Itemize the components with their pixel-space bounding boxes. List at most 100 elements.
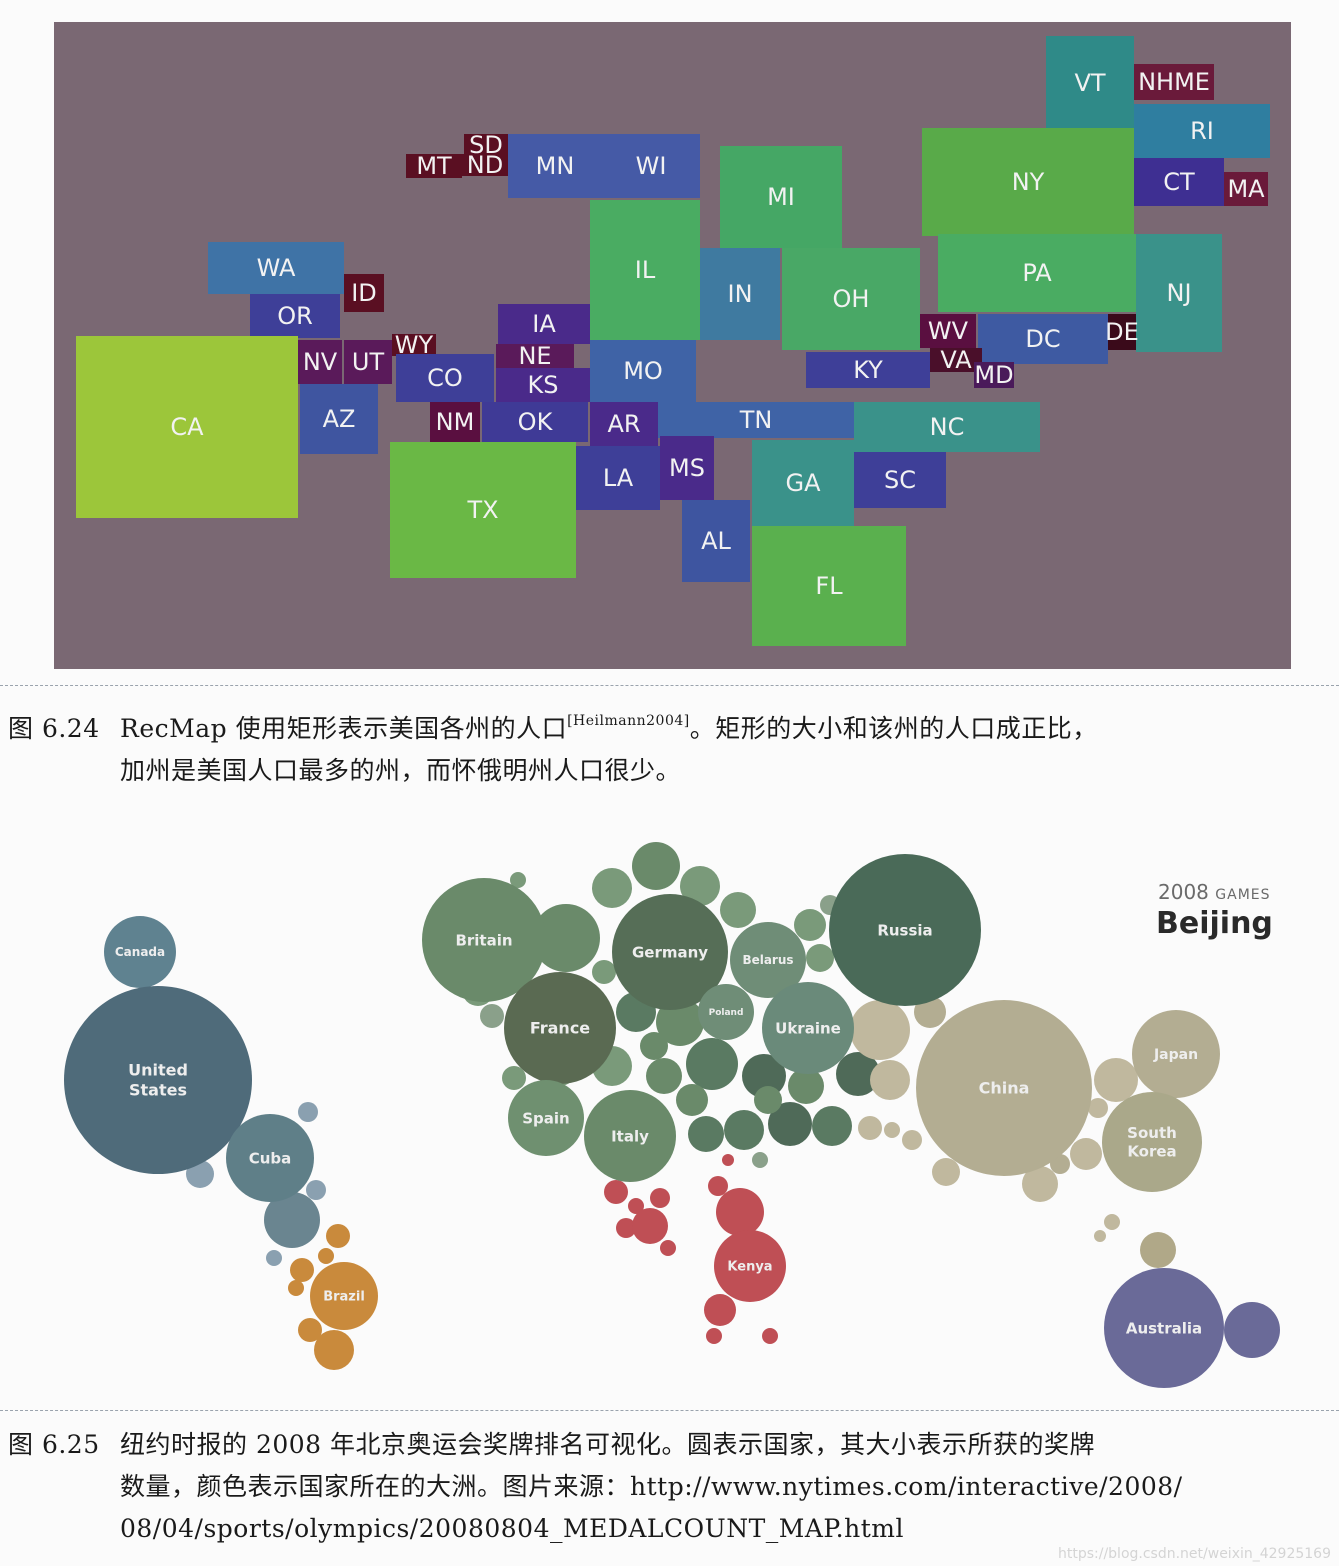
country-bubble	[932, 1158, 960, 1186]
country-bubble	[1094, 1230, 1106, 1242]
state-ma: MA	[1224, 172, 1268, 206]
bubble-italy	[584, 1090, 676, 1182]
divider	[0, 1410, 1339, 1411]
state-wv: WV	[920, 314, 976, 348]
games-heading: 2008 GAMES	[1158, 880, 1271, 904]
label-ukraine: Ukraine	[775, 1019, 841, 1037]
state-wi: WI	[602, 134, 700, 198]
medal-bubble-map: Canada United States Cuba Brazil Britain Germa…	[0, 835, 1339, 1395]
bubble-united-states	[64, 986, 252, 1174]
country-bubble	[290, 1258, 314, 1282]
label-poland: Poland	[709, 1008, 744, 1018]
country-bubble	[1140, 1232, 1176, 1268]
country-bubble	[788, 1068, 824, 1104]
label-cuba: Cuba	[249, 1149, 292, 1167]
country-bubble	[768, 1102, 812, 1146]
label-south-korea: Korea	[1127, 1143, 1176, 1161]
label-south-korea: South	[1127, 1124, 1177, 1142]
country-bubble	[656, 998, 704, 1046]
country-bubble	[1088, 1098, 1108, 1118]
state-il: IL	[590, 200, 700, 340]
state-la: LA	[576, 446, 660, 510]
state-mi: MI	[720, 146, 842, 248]
country-bubble	[616, 1218, 636, 1238]
label-united-states: States	[129, 1081, 187, 1100]
country-bubble	[884, 1122, 900, 1138]
caption-text: 加州是美国人口最多的州，而怀俄明州人口很少。	[120, 756, 682, 785]
country-bubble	[902, 1130, 922, 1150]
state-mt: MT	[406, 152, 462, 180]
state-dc: DC	[978, 314, 1108, 364]
country-bubble	[850, 1000, 910, 1060]
state-or: OR	[250, 294, 340, 338]
country-bubble	[1104, 1214, 1120, 1230]
country-bubble	[704, 1294, 736, 1326]
country-bubble	[532, 904, 600, 972]
caption-text: 。矩形的大小和该州的人口成正比，	[689, 714, 1098, 743]
state-nv: NV	[298, 340, 342, 384]
country-bubble	[298, 1102, 318, 1122]
country-bubble	[326, 1224, 350, 1248]
country-bubble	[318, 1248, 334, 1264]
country-bubble	[812, 1106, 852, 1146]
country-bubble	[858, 1116, 882, 1140]
bubble-brazil	[310, 1262, 378, 1330]
games-label: GAMES	[1215, 887, 1271, 903]
label-united-states: United	[128, 1061, 188, 1080]
label-kenya: Kenya	[727, 1260, 772, 1275]
state-ia: IA	[498, 304, 590, 344]
bubble-cuba	[226, 1114, 314, 1202]
bubble-south-korea	[1102, 1092, 1202, 1192]
bubble-ukraine	[762, 982, 854, 1074]
country-bubble	[724, 1110, 764, 1150]
bubble-france	[504, 972, 616, 1084]
label-japan: Japan	[1153, 1047, 1198, 1063]
country-bubble	[510, 872, 526, 888]
country-bubble	[592, 960, 616, 984]
state-wa: WA	[208, 242, 344, 294]
country-bubble	[716, 1188, 764, 1236]
bubble-canada	[104, 916, 176, 988]
country-bubble	[1094, 1058, 1138, 1102]
state-co: CO	[396, 354, 494, 402]
bubble-russia	[829, 854, 981, 1006]
state-nhme: NHME	[1134, 64, 1214, 100]
country-bubble	[264, 1192, 320, 1248]
label-britain: Britain	[455, 931, 512, 949]
country-bubble	[754, 1086, 782, 1114]
country-bubble	[298, 1318, 322, 1342]
state-nd: ND	[462, 151, 508, 179]
label-italy: Italy	[611, 1127, 649, 1145]
games-year: 2008	[1158, 880, 1209, 904]
state-vt: VT	[1046, 36, 1134, 130]
state-nc: NC	[854, 402, 1040, 452]
country-bubble	[762, 1328, 778, 1344]
state-al: AL	[682, 500, 750, 582]
country-bubble	[646, 1058, 682, 1094]
state-ny: NY	[922, 128, 1134, 236]
caption-6-24: 图 6.24 RecMap 使用矩形表示美国各州的人口[Heilmann2004]…	[8, 700, 1333, 792]
state-ut: UT	[344, 340, 392, 384]
state-tx: TX	[390, 442, 576, 578]
state-oh: OH	[782, 248, 920, 350]
state-ca: CA	[76, 336, 298, 518]
state-az: AZ	[300, 384, 378, 454]
caption-text: 数量，颜色表示国家所在的大洲。图片来源：http://www.nytimes.c…	[120, 1472, 1183, 1501]
label-canada: Canada	[115, 945, 165, 959]
state-ok: OK	[482, 402, 588, 442]
bubble-poland	[698, 984, 754, 1040]
country-bubble	[306, 1180, 326, 1200]
country-bubble	[650, 1188, 670, 1208]
state-va: VA	[930, 346, 982, 374]
country-bubble	[592, 868, 632, 908]
country-bubble	[836, 1052, 880, 1096]
state-mo: MO	[590, 340, 696, 402]
label-brazil: Brazil	[323, 1290, 365, 1305]
citation: [Heilmann2004]	[567, 713, 690, 729]
caption-text: RecMap 使用矩形表示美国各州的人口	[120, 714, 568, 743]
state-ar: AR	[590, 402, 658, 446]
bubble-britain	[422, 878, 546, 1002]
state-ne: NE	[496, 342, 574, 370]
label-belarus: Belarus	[742, 953, 793, 967]
label-australia: Australia	[1126, 1319, 1202, 1337]
